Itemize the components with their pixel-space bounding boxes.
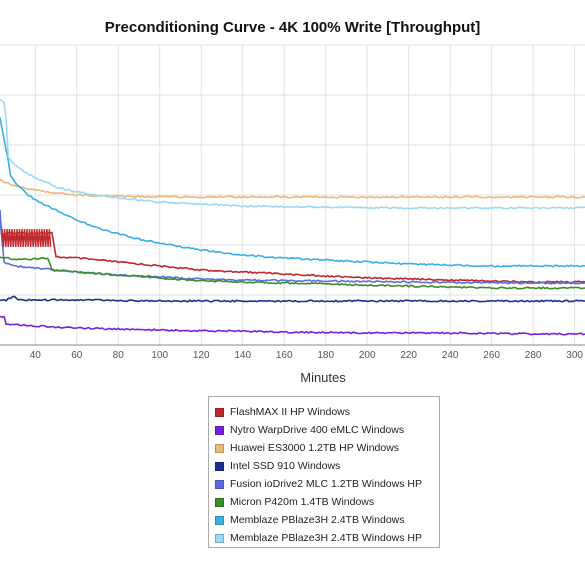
legend-label: Nytro WarpDrive 400 eMLC Windows [230,424,405,436]
legend-label: Fusion ioDrive2 MLC 1.2TB Windows HP [230,478,422,490]
x-tick-label: 280 [525,350,542,361]
plot-area: 40 60 80 100 120 140 160 180 200 220 240 260 280 300 [0,44,585,361]
legend-swatch [215,425,224,435]
legend-swatch [215,497,224,507]
legend-label: Micron P420m 1.4TB Windows [230,496,375,508]
x-tick-label: 40 [30,350,42,361]
legend-label: Memblaze PBlaze3H 2.4TB Windows HP [230,532,422,544]
x-tick-label: 120 [193,350,210,361]
x-tick-label: 100 [151,350,168,361]
x-tick-label: 160 [276,350,293,361]
legend-swatch [215,407,224,417]
chart-title: Preconditioning Curve - 4K 100% Write [T… [104,19,481,36]
series-line-6 [0,117,585,268]
legend-swatch [215,479,224,489]
x-tick-label: 180 [317,350,334,361]
legend-label: FlashMAX II HP Windows [230,406,351,418]
x-tick-label: 240 [442,350,459,361]
legend-label: Huawei ES3000 1.2TB HP Windows [230,442,400,454]
legend-label: Memblaze PBlaze3H 2.4TB Windows [230,514,405,526]
legend-item: Micron P420m 1.4TB Windows [215,493,439,511]
legend-item: FlashMAX II HP Windows [215,403,439,421]
legend-item: Nytro WarpDrive 400 eMLC Windows [215,421,439,439]
series-line-0-oscillation [1,228,52,248]
x-tick-label: 300 [566,350,583,361]
series-line-7 [0,98,585,210]
legend-item: Huawei ES3000 1.2TB HP Windows [215,439,439,457]
series-lines [0,98,585,336]
x-tick-label: 60 [71,350,83,361]
legend-swatch [215,443,224,453]
series-line-3 [0,295,585,303]
x-axis-label: Minutes [300,370,346,385]
x-tick-label: 140 [234,350,251,361]
series-line-5 [0,256,585,290]
x-tick-label: 220 [400,350,417,361]
x-tick-labels: 40 60 80 100 120 140 160 180 200 220 240 260 280 300 [30,350,584,361]
x-tick-label: 80 [113,350,125,361]
legend-item: Fusion ioDrive2 MLC 1.2TB Windows HP [215,475,439,493]
x-tick-label: 260 [483,350,500,361]
series-line-1 [0,315,585,336]
legend-item: Intel SSD 910 Windows [215,457,439,475]
legend-swatch [215,533,224,543]
legend-swatch [215,461,224,471]
legend: FlashMAX II HP Windows Nytro WarpDrive 40… [208,396,440,548]
series-line-0 [0,214,585,284]
legend-swatch [215,515,224,525]
legend-item: Memblaze PBlaze3H 2.4TB Windows HP [215,529,439,547]
legend-item: Memblaze PBlaze3H 2.4TB Windows [215,511,439,529]
legend-label: Intel SSD 910 Windows [230,460,341,472]
x-tick-label: 200 [359,350,376,361]
